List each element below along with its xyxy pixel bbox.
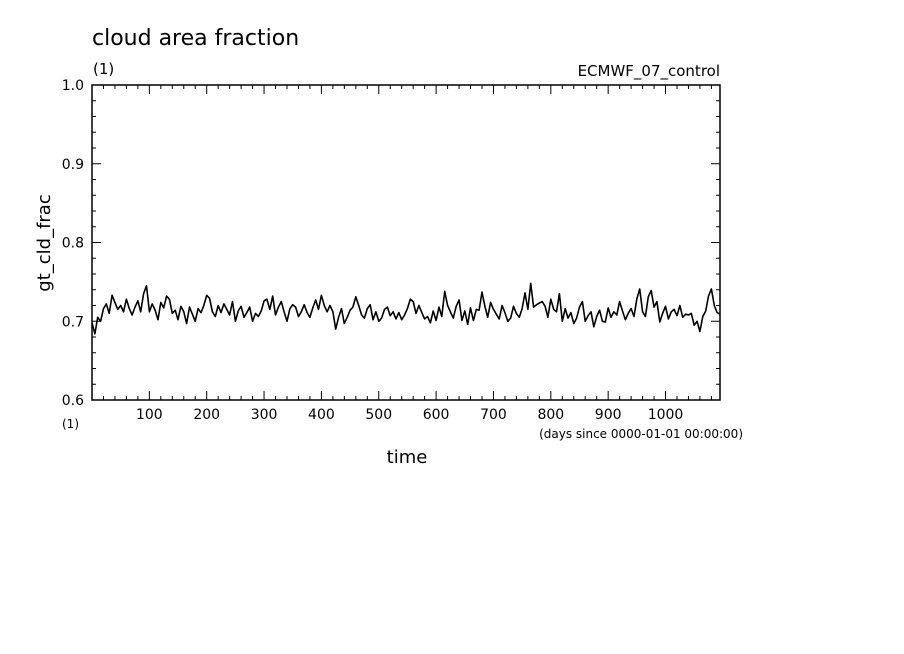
title-units: (1) bbox=[93, 60, 114, 78]
x-tick-label: 700 bbox=[480, 407, 507, 423]
x-axis-label: time bbox=[387, 447, 428, 468]
x-tick-label: 900 bbox=[595, 407, 622, 423]
x-tick-label: 600 bbox=[423, 407, 450, 423]
y-axis-ticks bbox=[92, 100, 720, 385]
x-tick-label: 300 bbox=[251, 407, 278, 423]
series-line bbox=[91, 282, 721, 335]
x-tick-label: 800 bbox=[537, 407, 564, 423]
x-axis-ticks bbox=[102, 85, 712, 400]
y-tick-label: 0.7 bbox=[62, 314, 84, 330]
x-tick-label: 1000 bbox=[648, 407, 684, 423]
y-tick-label: 1.0 bbox=[62, 78, 84, 94]
y-axis-label: gt_cld_frac bbox=[34, 194, 55, 291]
y-tick-label: 0.9 bbox=[62, 157, 84, 173]
plot-frame bbox=[91, 84, 721, 401]
y-axis-tick-labels: 0.6 0.7 0.8 0.9 1.0 bbox=[62, 78, 84, 409]
x-tick-label: 100 bbox=[136, 407, 163, 423]
x-axis-units: (1) bbox=[62, 417, 79, 431]
x-tick-label: 500 bbox=[365, 407, 392, 423]
chart-title: cloud area fraction bbox=[92, 26, 299, 51]
experiment-label: ECMWF_07_control bbox=[578, 62, 720, 81]
x-tick-label: 400 bbox=[308, 407, 335, 423]
y-tick-label: 0.6 bbox=[62, 393, 84, 409]
x-axis-tick-labels: 100 200 300 400 500 600 700 800 900 1000 bbox=[136, 407, 683, 423]
x-tick-label: 200 bbox=[193, 407, 220, 423]
x-axis-units-label: (days since 0000-01-01 00:00:00) bbox=[539, 427, 743, 441]
y-tick-label: 0.8 bbox=[62, 236, 84, 252]
